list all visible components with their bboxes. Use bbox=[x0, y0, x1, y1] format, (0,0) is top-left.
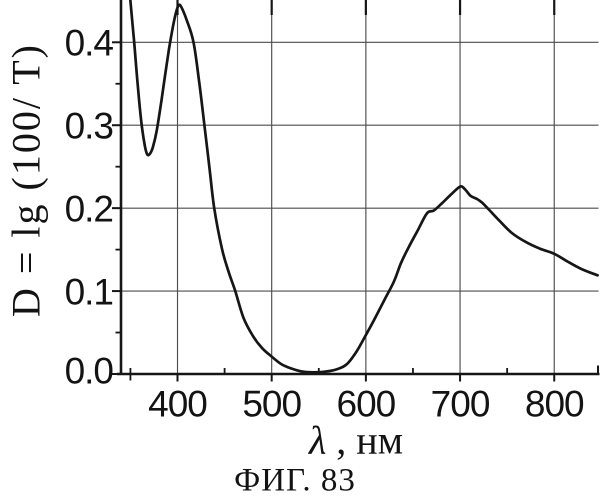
x-tick-label-600: 600 bbox=[336, 383, 396, 425]
y-tick-label-0.2: 0.2 bbox=[64, 188, 114, 230]
x-tick-label-500: 500 bbox=[242, 383, 302, 425]
figure-caption: ФИГ. 83 bbox=[234, 462, 356, 499]
y-tick-label-0.1: 0.1 bbox=[64, 271, 114, 313]
y-tick-label-0.4: 0.4 bbox=[64, 22, 114, 64]
y-tick-label-0.3: 0.3 bbox=[64, 105, 114, 147]
absorbance-curve bbox=[128, 0, 599, 374]
x-tick-label-700: 700 bbox=[430, 383, 491, 425]
y-axis-title: D = lg (100/ T) bbox=[3, 42, 49, 318]
y-tick-label-0.0: 0.0 bbox=[64, 350, 114, 392]
x-tick-label-400: 400 bbox=[148, 383, 208, 425]
x-axis-title-unit: , нм bbox=[326, 417, 404, 463]
x-axis-title-lambda: λ bbox=[308, 417, 327, 463]
x-tick-label-800: 800 bbox=[524, 383, 585, 425]
x-axis-title: λ , нм bbox=[309, 417, 403, 464]
